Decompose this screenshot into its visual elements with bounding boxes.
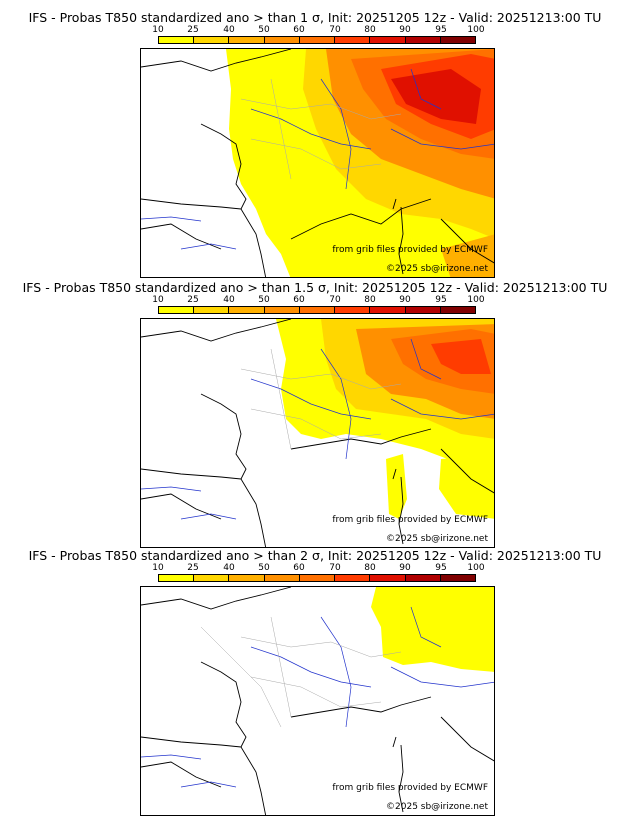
colorbar-tick: 10 [152, 295, 164, 305]
colorbar-ticks: 10 25 40 50 60 70 80 90 95 100 [0, 25, 630, 35]
colorbar-segment [264, 307, 300, 313]
colorbar-tick: 70 [329, 25, 341, 35]
rivers [141, 606, 494, 788]
probability-fill [276, 319, 494, 519]
colorbar-tick: 40 [223, 295, 235, 305]
colorbar-segment [440, 37, 475, 43]
colorbar-tick: 80 [364, 295, 376, 305]
credit-source: from grib files provided by ECMWF [332, 783, 488, 793]
coastline [141, 319, 494, 547]
colorbar-tick: 60 [293, 25, 305, 35]
colorbar [158, 36, 476, 44]
region-borders [200, 616, 402, 728]
colorbar-segment [229, 37, 265, 43]
colorbar-tick: 40 [223, 563, 235, 573]
colorbar-segment [405, 575, 441, 581]
panel-title: IFS - Probas T850 standardized ano > tha… [28, 548, 602, 563]
rivers [141, 68, 494, 250]
colorbar-segment [194, 37, 230, 43]
colorbar-segment [264, 37, 300, 43]
credit-copyright: ©2025 sb@irizone.net [386, 264, 488, 274]
colorbar-segment [370, 37, 406, 43]
colorbar-tick: 100 [467, 25, 485, 35]
colorbar [158, 306, 476, 314]
colorbar-segment [299, 37, 336, 43]
colorbar-ticks: 10 25 40 50 60 70 80 90 95 100 [0, 563, 630, 573]
colorbar-segment [335, 37, 371, 43]
coastline [141, 587, 494, 815]
colorbar-segment [299, 575, 336, 581]
rivers [141, 338, 494, 520]
colorbar-tick: 95 [435, 25, 447, 35]
credit-source: from grib files provided by ECMWF [332, 245, 488, 255]
colorbar-segment [370, 307, 406, 313]
colorbar-tick: 95 [435, 563, 447, 573]
colorbar-tick: 40 [223, 25, 235, 35]
colorbar-tick: 60 [293, 295, 305, 305]
colorbar-segment [335, 575, 371, 581]
colorbar-tick: 25 [187, 563, 199, 573]
colorbar-segment [405, 307, 441, 313]
colorbar-tick: 100 [467, 563, 485, 573]
colorbar-tick: 90 [399, 295, 411, 305]
colorbar-segment [159, 575, 195, 581]
colorbar-tick: 100 [467, 295, 485, 305]
colorbar-tick: 50 [258, 295, 270, 305]
colorbar-tick: 80 [364, 25, 376, 35]
map-area: from grib files provided by ECMWF ©2025 … [140, 586, 495, 816]
colorbar-tick: 50 [258, 563, 270, 573]
map-panel-1-5sigma: IFS - Probas T850 standardized ano > tha… [0, 280, 630, 550]
colorbar-segment [194, 307, 230, 313]
map-graphic [141, 587, 494, 815]
colorbar-segment [440, 307, 475, 313]
colorbar-segment [370, 575, 406, 581]
colorbar-segment [299, 307, 336, 313]
map-panel-1sigma: IFS - Probas T850 standardized ano > tha… [0, 10, 630, 280]
colorbar-tick: 70 [329, 563, 341, 573]
probability-fill [371, 587, 494, 672]
credit-copyright: ©2025 sb@irizone.net [386, 802, 488, 812]
panel-title: IFS - Probas T850 standardized ano > tha… [22, 280, 608, 295]
credit-copyright: ©2025 sb@irizone.net [386, 534, 488, 544]
colorbar-segment [229, 307, 265, 313]
colorbar [158, 574, 476, 582]
colorbar-tick: 60 [293, 563, 305, 573]
colorbar-tick: 10 [152, 563, 164, 573]
colorbar-tick: 10 [152, 25, 164, 35]
colorbar-segment [159, 307, 195, 313]
colorbar-segment [159, 37, 195, 43]
colorbar-tick: 90 [399, 25, 411, 35]
colorbar-tick: 90 [399, 563, 411, 573]
colorbar-segment [229, 575, 265, 581]
colorbar-tick: 95 [435, 295, 447, 305]
map-area: from grib files provided by ECMWF ©2025 … [140, 48, 495, 278]
colorbar-tick: 80 [364, 563, 376, 573]
colorbar-segment [335, 307, 371, 313]
colorbar-segment [194, 575, 230, 581]
probability-fill [226, 49, 494, 277]
map-panel-2sigma: IFS - Probas T850 standardized ano > tha… [0, 548, 630, 818]
colorbar-tick: 25 [187, 25, 199, 35]
credit-source: from grib files provided by ECMWF [332, 515, 488, 525]
colorbar-tick: 25 [187, 295, 199, 305]
colorbar-tick: 50 [258, 25, 270, 35]
map-graphic [141, 49, 494, 277]
colorbar-segment [264, 575, 300, 581]
colorbar-tick: 70 [329, 295, 341, 305]
region-borders [240, 348, 402, 450]
map-area: from grib files provided by ECMWF ©2025 … [140, 318, 495, 548]
panel-title: IFS - Probas T850 standardized ano > tha… [28, 10, 602, 25]
coastline [141, 49, 494, 277]
region-borders [240, 78, 402, 180]
colorbar-segment [440, 575, 475, 581]
colorbar-segment [405, 37, 441, 43]
map-graphic [141, 319, 494, 547]
colorbar-ticks: 10 25 40 50 60 70 80 90 95 100 [0, 295, 630, 305]
